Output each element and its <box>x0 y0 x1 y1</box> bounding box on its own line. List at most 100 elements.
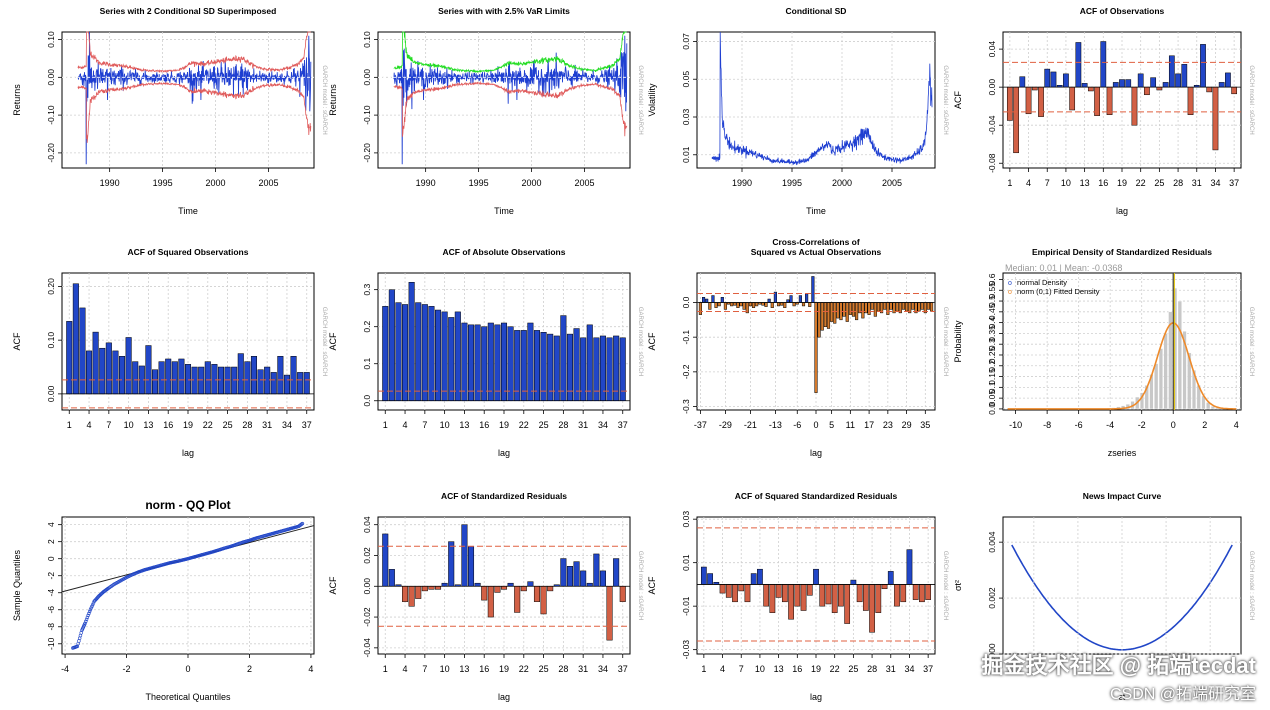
bar <box>1119 79 1125 88</box>
bar <box>814 302 818 393</box>
y-tick-label: 0.1 <box>362 358 372 370</box>
bar <box>171 361 178 395</box>
qq-point <box>77 636 82 640</box>
bar <box>873 302 877 317</box>
x-tick-label: 34 <box>904 664 914 674</box>
bar <box>730 302 734 307</box>
y-axis-label: σt² <box>953 580 963 591</box>
bar <box>448 317 455 401</box>
bar <box>769 584 776 613</box>
bar <box>277 356 284 395</box>
bar <box>533 330 541 401</box>
bar <box>92 331 99 395</box>
x-tick-label: 25 <box>848 664 858 674</box>
qq-point <box>300 522 304 526</box>
bar <box>204 361 211 395</box>
y-tick-label: 0.04 <box>987 41 997 58</box>
y-tick-label: -6 <box>46 606 56 614</box>
x-tick-label: 16 <box>792 664 802 674</box>
y-tick-label: 0.15 <box>987 368 997 385</box>
bar <box>224 366 231 395</box>
bar <box>1218 82 1225 88</box>
bar <box>527 322 534 401</box>
x-tick-label: 16 <box>1098 178 1108 188</box>
bar <box>428 586 435 590</box>
bar <box>514 330 521 401</box>
bar <box>1181 64 1188 88</box>
y-tick-label: 0.03 <box>681 511 691 528</box>
x-axis-label: lag <box>810 692 822 702</box>
x-tick-label: 10 <box>1061 178 1071 188</box>
x-tick-label: 25 <box>539 420 549 430</box>
bar <box>461 322 468 401</box>
x-tick-label: 10 <box>124 420 134 430</box>
x-tick-label: 28 <box>1173 178 1183 188</box>
bar <box>700 566 707 585</box>
bar <box>755 302 759 307</box>
y-axis-label: ACF <box>12 332 22 351</box>
bar <box>848 302 852 315</box>
y-axis-label: ACF <box>953 90 963 109</box>
chart-cond-sd: Conditional SD GARCH model : sGARCH Time Vo… <box>647 6 948 216</box>
bar <box>481 586 488 601</box>
bar <box>811 276 815 303</box>
x-axis-label: Time <box>178 206 198 216</box>
qq-point <box>300 521 305 526</box>
bar <box>1025 86 1032 115</box>
x-axis-label: lag <box>810 448 822 458</box>
x-tick-label: 16 <box>163 420 173 430</box>
x-tick-label: 2000 <box>522 178 542 188</box>
y-axis-label: ACF <box>647 576 657 595</box>
chart-acf-abs: ACF of Absolute Observations GARCH model … <box>328 247 643 458</box>
side-label: GARCH model : sGARCH <box>637 551 643 620</box>
x-tick-label: -2 <box>123 664 131 674</box>
chart-subtitle: Median: 0.01 | Mean: -0.0368 <box>1005 263 1122 273</box>
qq-point <box>83 621 87 626</box>
bar <box>467 324 475 401</box>
y-tick-label: -0.20 <box>362 143 372 163</box>
y-tick-label: 0.25 <box>987 346 997 363</box>
bar <box>794 584 801 607</box>
bar <box>717 302 721 307</box>
bar <box>408 282 415 401</box>
y-tick-label: -2 <box>46 572 56 580</box>
bar <box>830 302 834 322</box>
bar <box>264 366 271 395</box>
plot-frame <box>377 31 631 169</box>
bar <box>845 302 849 322</box>
chart-title: ACF of Squared Observations <box>128 247 249 257</box>
bar <box>125 337 132 395</box>
bar <box>448 541 455 587</box>
x-axis-label: εt <box>1119 692 1126 702</box>
legend-entry: norm (0,1) Fitted Density <box>1017 287 1100 296</box>
y-tick-label: -0.01 <box>681 596 691 616</box>
chart-title: norm - QQ Plot <box>145 498 230 512</box>
bar <box>1225 72 1231 88</box>
bar <box>613 558 620 587</box>
bar <box>887 571 894 585</box>
x-tick-label: -10 <box>1009 420 1022 430</box>
bar <box>701 297 706 303</box>
bar <box>819 584 826 607</box>
x-tick-label: 19 <box>1117 178 1127 188</box>
x-tick-label: 13 <box>459 420 469 430</box>
bar <box>836 302 840 319</box>
bar <box>867 302 871 315</box>
bar <box>421 586 428 592</box>
series-line <box>711 31 933 166</box>
y-axis-label: ACF <box>647 332 657 351</box>
qq-point <box>88 608 93 612</box>
x-tick-label: 13 <box>1080 178 1090 188</box>
x-tick-label: 4 <box>1234 420 1239 430</box>
bar <box>507 326 514 401</box>
chart-title: Cross-Correlations of <box>772 237 860 247</box>
x-tick-label: 0 <box>185 664 190 674</box>
x-tick-label: 34 <box>1210 178 1220 188</box>
x-tick-label: 1990 <box>416 178 436 188</box>
qq-point <box>78 633 83 638</box>
x-tick-label: 2 <box>1202 420 1207 430</box>
x-axis-label: Time <box>494 206 514 216</box>
y-tick-label: 0.2 <box>362 321 372 333</box>
chart-title: ACF of Standardized Residuals <box>441 491 567 501</box>
y-tick-label: 0.1 <box>987 381 997 393</box>
